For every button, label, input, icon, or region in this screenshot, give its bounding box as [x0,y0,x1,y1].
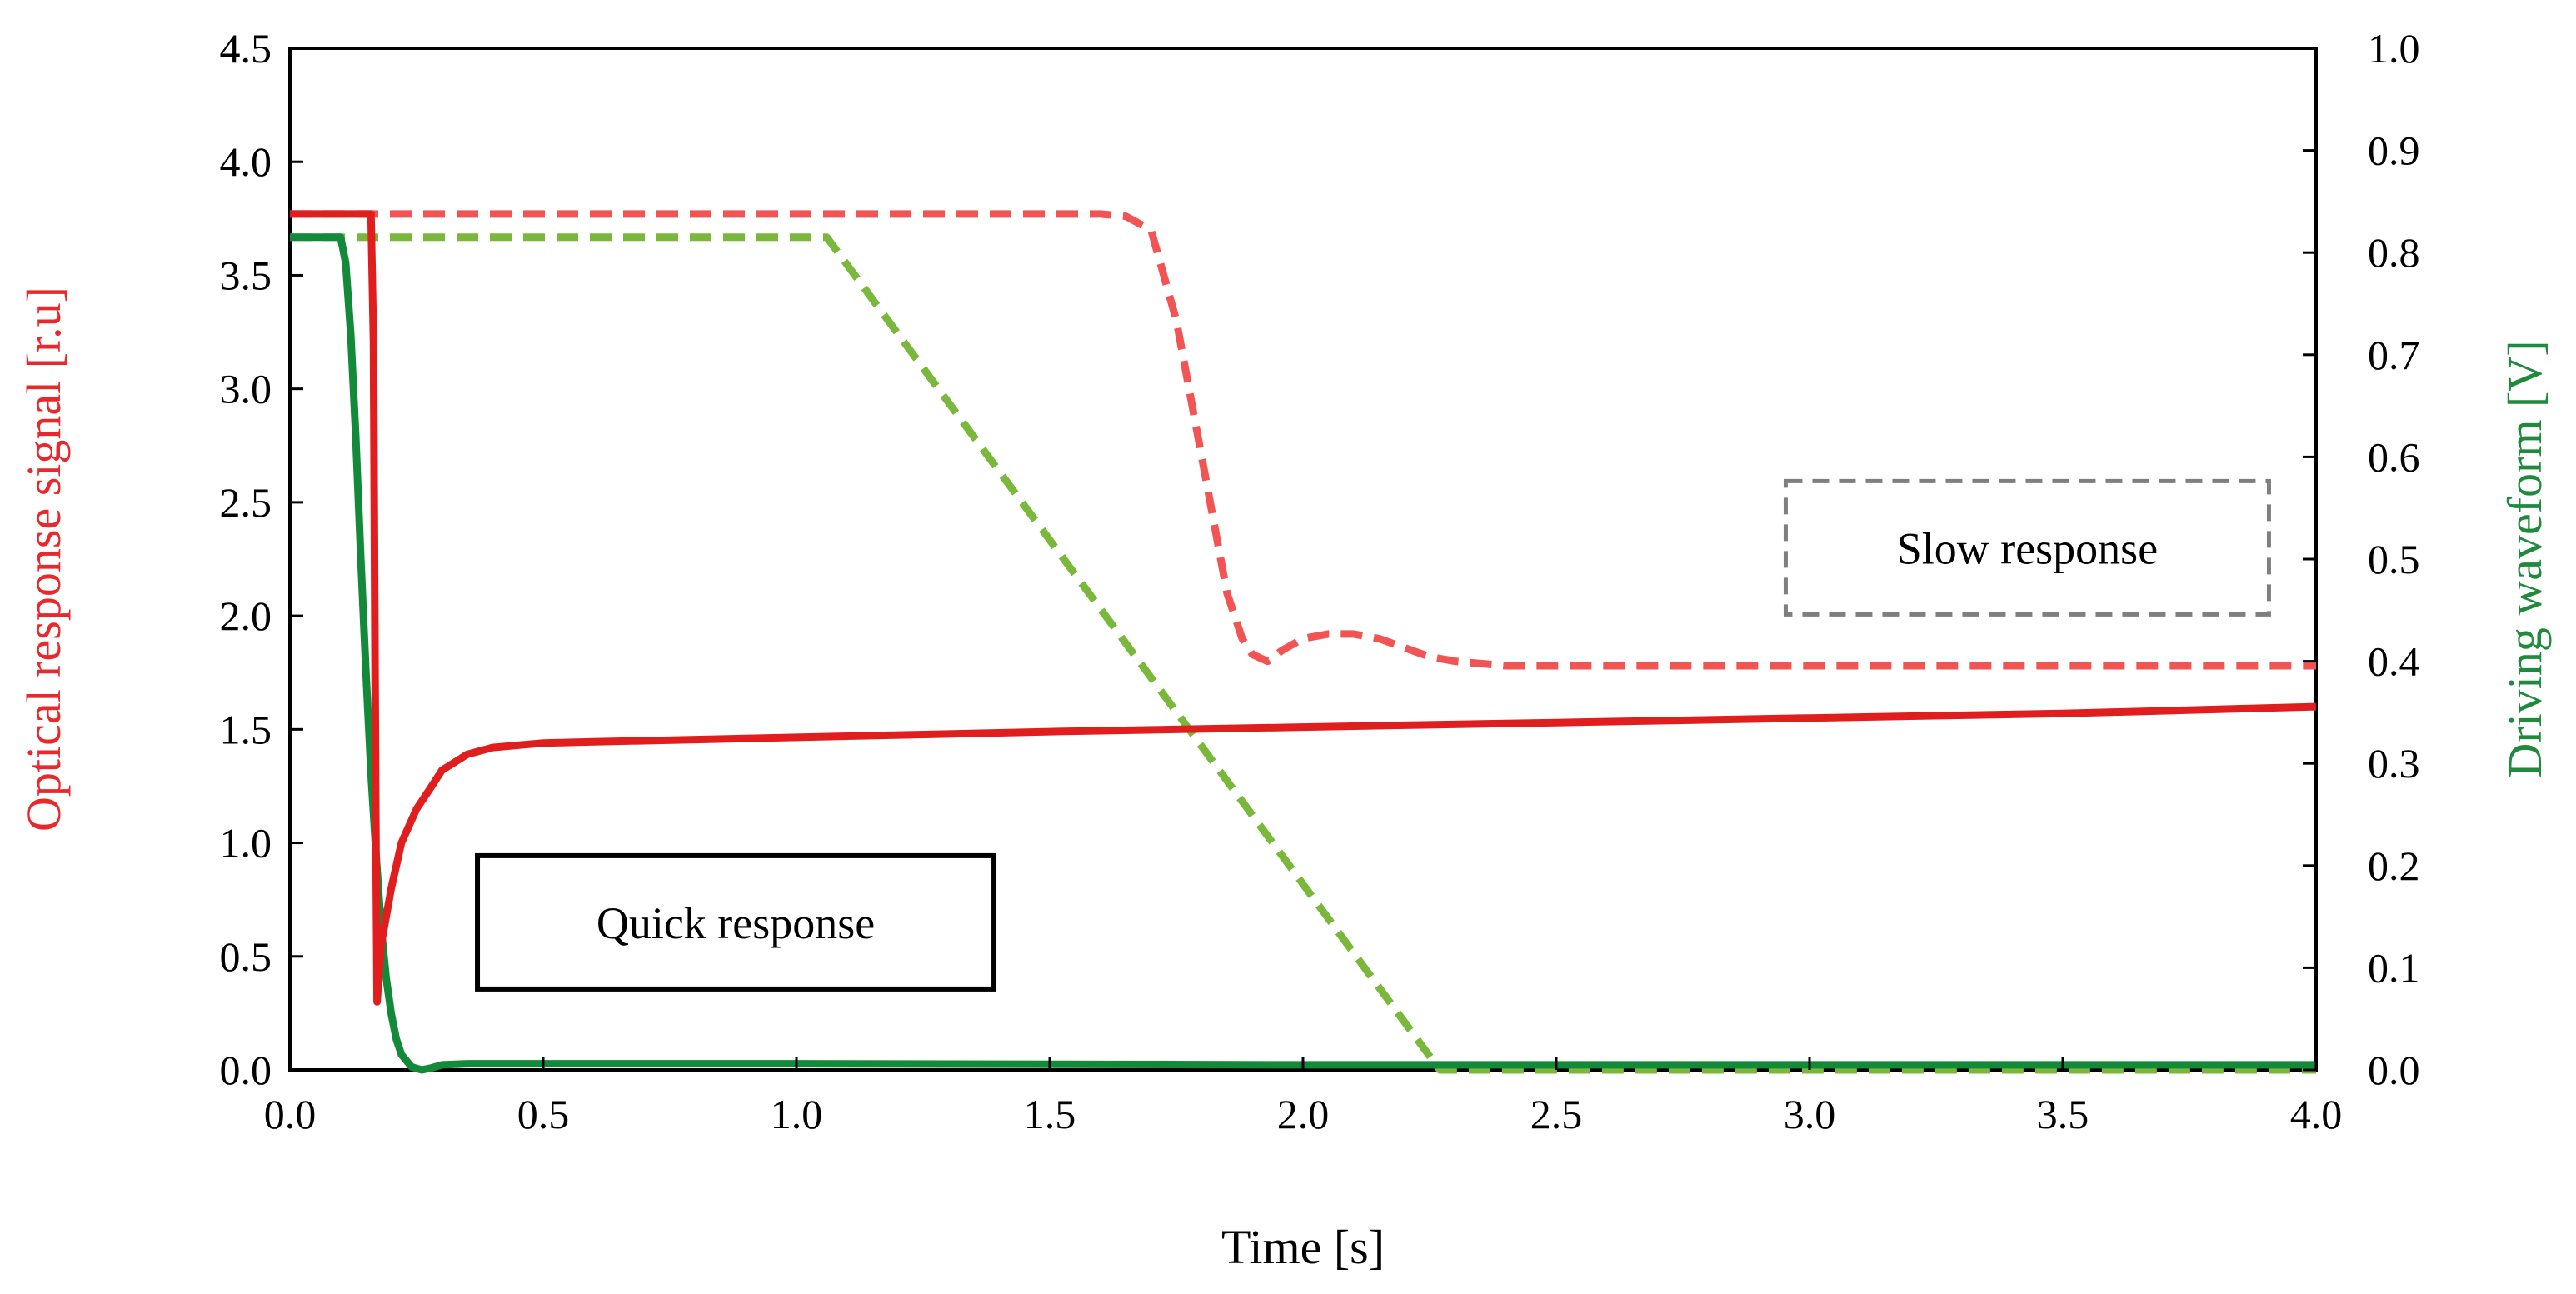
y-right-tick-label: 1.0 [2368,25,2420,72]
x-tick-label: 1.5 [1024,1091,1076,1137]
y-right-tick-label: 0.1 [2368,944,2420,991]
y-right-tick-label: 0.4 [2368,638,2420,685]
y-right-tick-label: 0.6 [2368,433,2420,480]
y-left-tick-label: 3.5 [220,252,272,298]
x-tick-label: 3.0 [1784,1091,1836,1137]
y-left-tick-label: 4.5 [220,25,272,72]
x-tick-label: 0.0 [264,1091,317,1137]
y-left-tick-label: 1.0 [220,820,272,867]
y-axis-left-title: Optical response signal [r.u] [17,287,71,832]
series-line-driving-waveform-slow [290,233,2316,1074]
y-right-tick-label: 0.0 [2368,1047,2420,1093]
y-left-tick-label: 2.5 [220,479,272,526]
y-right-tick-label: 0.5 [2368,536,2420,582]
annotation-box [475,852,997,992]
series-line-driving-waveform-quick [290,233,2316,1074]
x-tick-label: 1.0 [771,1091,823,1137]
x-axis-title: Time [s] [1221,1220,1385,1274]
y-axis-right-title: Driving waveform [V] [2498,340,2552,777]
annotation-label: Quick response [597,898,875,948]
y-right-tick-label: 0.7 [2368,332,2420,378]
y-left-tick-label: 1.5 [220,706,272,752]
x-tick-label: 3.5 [2037,1091,2089,1137]
x-tick-label: 2.5 [1530,1091,1583,1137]
y-right-tick-label: 0.2 [2368,842,2420,889]
y-right-tick-label: 0.9 [2368,127,2420,174]
x-tick-label: 0.5 [517,1091,570,1137]
x-tick-label: 2.0 [1277,1091,1330,1137]
series-layer [290,210,2317,1074]
x-tick-label: 4.0 [2290,1091,2343,1137]
y-right-tick-label: 0.8 [2368,229,2420,276]
series-line-optical-response-quick [290,210,2317,1006]
y-left-tick-label: 3.0 [220,366,272,412]
y-left-tick-label: 0.5 [220,933,272,980]
y-left-tick-label: 4.0 [220,138,272,185]
annotation-layer: Quick response Slow response [475,478,2271,992]
axis-layer: 0.0 0.5 1.0 1.5 2.0 2.5 3.0 3.5 4.0 0.0 0.5 1.0 1.5 2… [220,25,2420,1137]
series-line-optical-response-slow [290,210,2316,670]
annotation-box [1783,478,2271,617]
y-left-tick-label: 2.0 [220,592,272,639]
y-left-tick-label: 0.0 [220,1047,272,1093]
annotation-label: Slow response [1897,523,2158,573]
y-right-tick-label: 0.3 [2368,740,2420,787]
